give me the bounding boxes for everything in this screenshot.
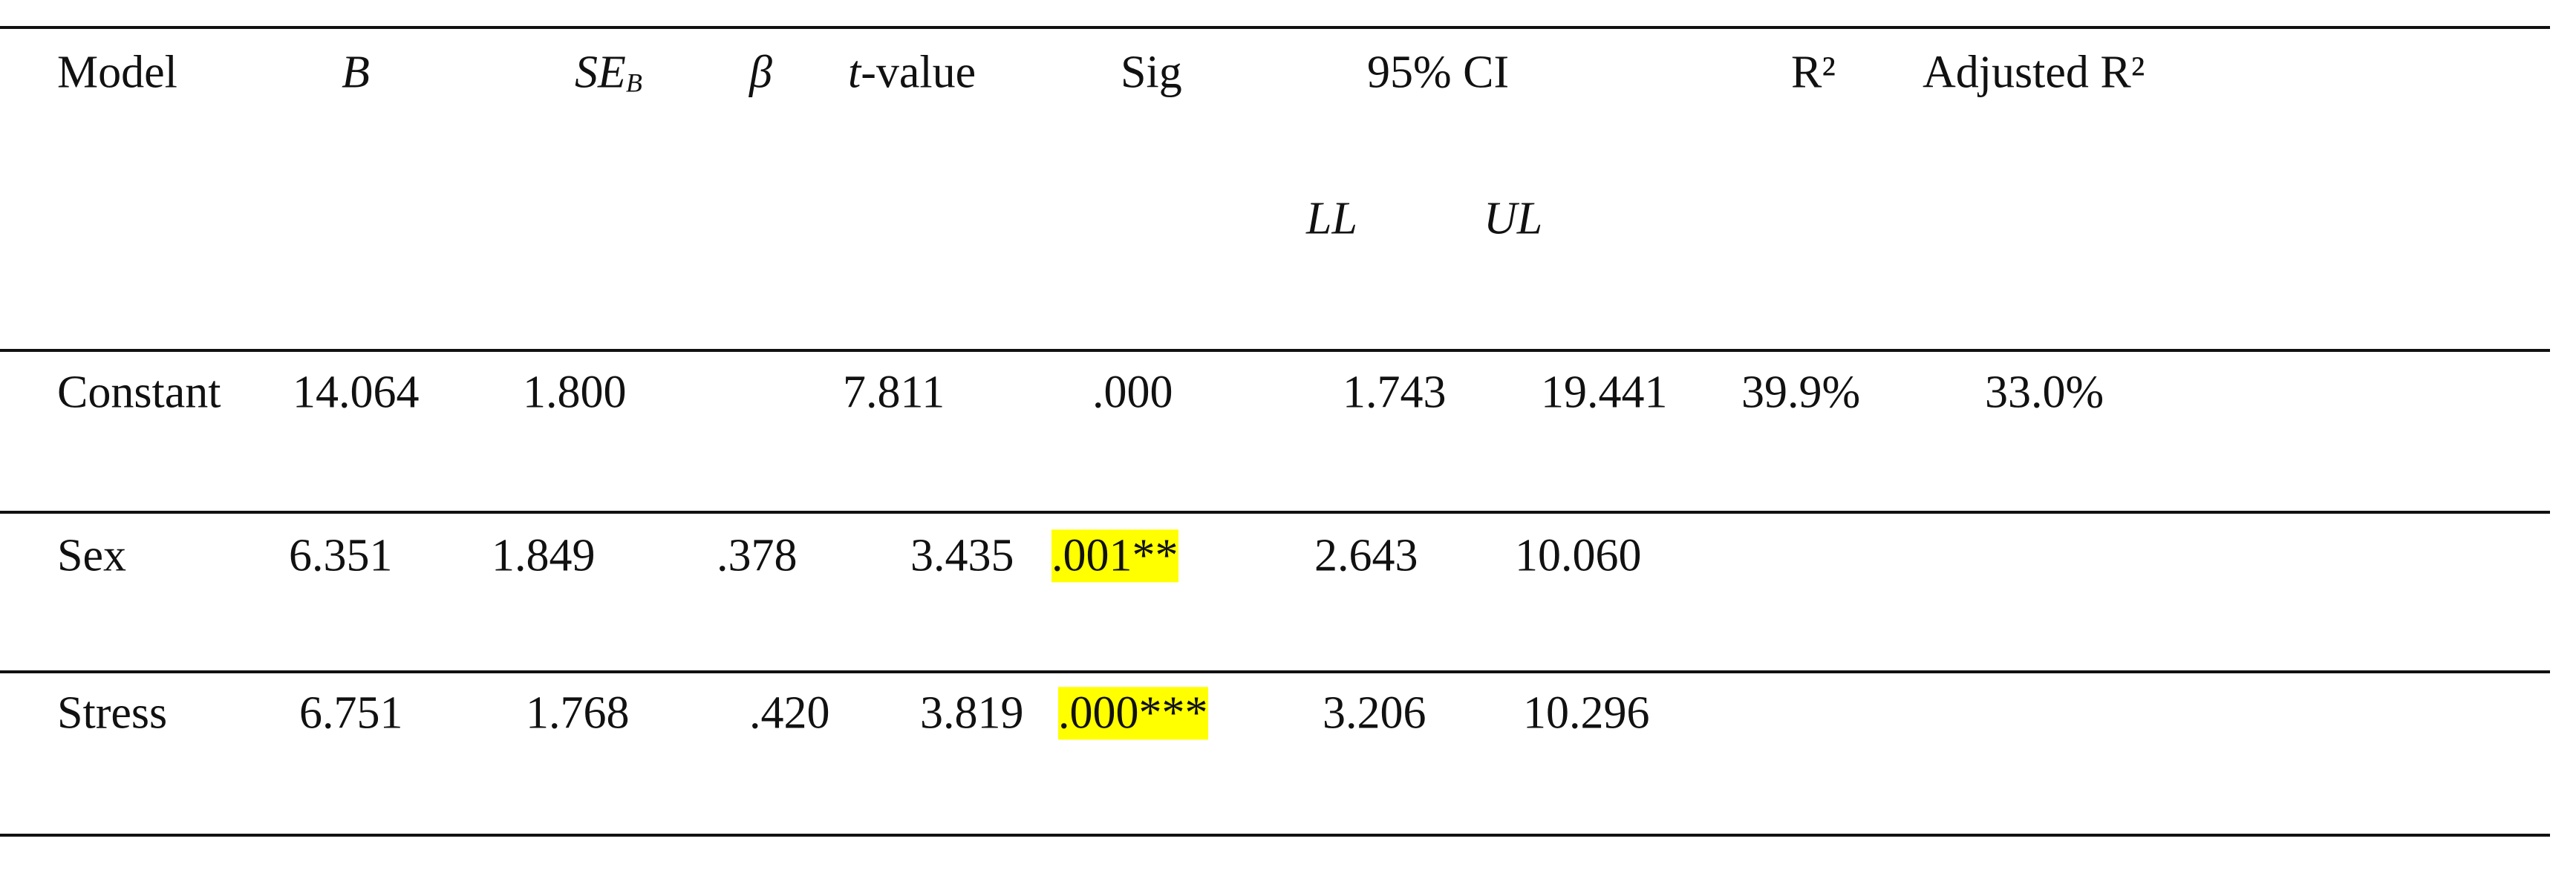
table-cell: 3.206 <box>1323 687 1426 739</box>
header-cell: R² <box>1791 47 1836 98</box>
top-rule <box>0 26 2550 29</box>
header-cell: Sig <box>1121 47 1182 98</box>
header-cell: Adjusted R² <box>1923 47 2145 98</box>
table-cell: .001** <box>1051 529 1178 583</box>
row-label: Stress <box>57 687 168 739</box>
table-cell: 6.351 <box>289 530 393 581</box>
table-cell: .420 <box>749 687 830 739</box>
table-cell: 1.743 <box>1343 367 1447 418</box>
header-text: -value <box>861 47 976 98</box>
header-cell: 95% CI <box>1367 47 1510 98</box>
table-cell: 39.9% <box>1741 367 1861 418</box>
table-cell: .000 <box>1092 367 1173 418</box>
table-cell: 3.435 <box>910 530 1014 581</box>
table-cell: 10.060 <box>1515 530 1642 581</box>
header-cell: SEB <box>575 46 642 99</box>
header-rule <box>0 349 2550 352</box>
table-cell: 19.441 <box>1541 367 1668 418</box>
header-cell: Model <box>57 47 177 98</box>
table-cell: .000*** <box>1058 687 1208 740</box>
table-cell: 14.064 <box>293 367 420 418</box>
table-cell: 33.0% <box>1985 367 2104 418</box>
header-cell: t-value <box>848 46 976 99</box>
table-cell: 1.849 <box>492 530 596 581</box>
header-text: t <box>848 47 861 98</box>
table-cell: 1.768 <box>526 687 630 739</box>
header-cell: UL <box>1484 193 1543 244</box>
row-rule <box>0 511 2550 514</box>
table-cell: .378 <box>717 530 798 581</box>
header-cell: B <box>342 47 370 98</box>
header-cell: LL <box>1306 193 1357 244</box>
table-cell: 1.800 <box>523 367 627 418</box>
table-cell: 2.643 <box>1314 530 1418 581</box>
row-rule <box>0 670 2550 673</box>
header-subscript: B <box>625 68 642 98</box>
header-cell: β <box>749 47 772 98</box>
bottom-rule <box>0 834 2550 837</box>
header-text: SE <box>575 47 626 98</box>
row-label: Sex <box>57 530 126 581</box>
row-label: Constant <box>57 367 221 418</box>
table-cell: 3.819 <box>920 687 1024 739</box>
table-cell: 10.296 <box>1523 687 1650 739</box>
table-cell: 6.751 <box>299 687 403 739</box>
table-cell: 7.811 <box>843 367 945 418</box>
